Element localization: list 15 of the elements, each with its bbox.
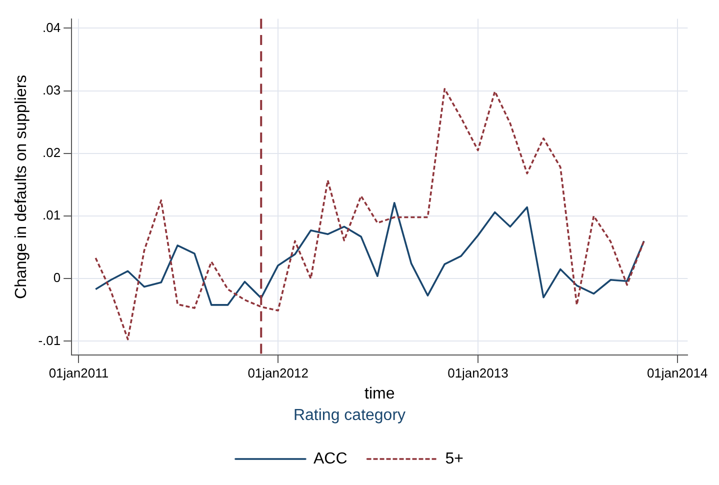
legend-label: 5+ xyxy=(445,450,464,468)
y-tick-label: .02 xyxy=(42,144,61,160)
x-axis-title: time xyxy=(364,386,395,403)
y-tick-label: .01 xyxy=(42,208,61,223)
y-tick-label: .03 xyxy=(42,82,61,98)
y-axis-title: Change in defaults on suppliers xyxy=(13,74,30,299)
x-tick-label: 01jan2014 xyxy=(646,365,708,380)
x-tick-label: 01jan2012 xyxy=(248,365,308,380)
y-tick-label: .04 xyxy=(42,20,61,35)
legend-label: ACC xyxy=(313,450,348,468)
legend-title: Rating category xyxy=(293,407,406,424)
y-tick-label: -.01 xyxy=(38,332,61,348)
y-tick-label: 0 xyxy=(53,270,61,286)
x-tick-label: 01jan2013 xyxy=(448,365,508,380)
x-tick-label: 01jan2011 xyxy=(48,365,109,380)
